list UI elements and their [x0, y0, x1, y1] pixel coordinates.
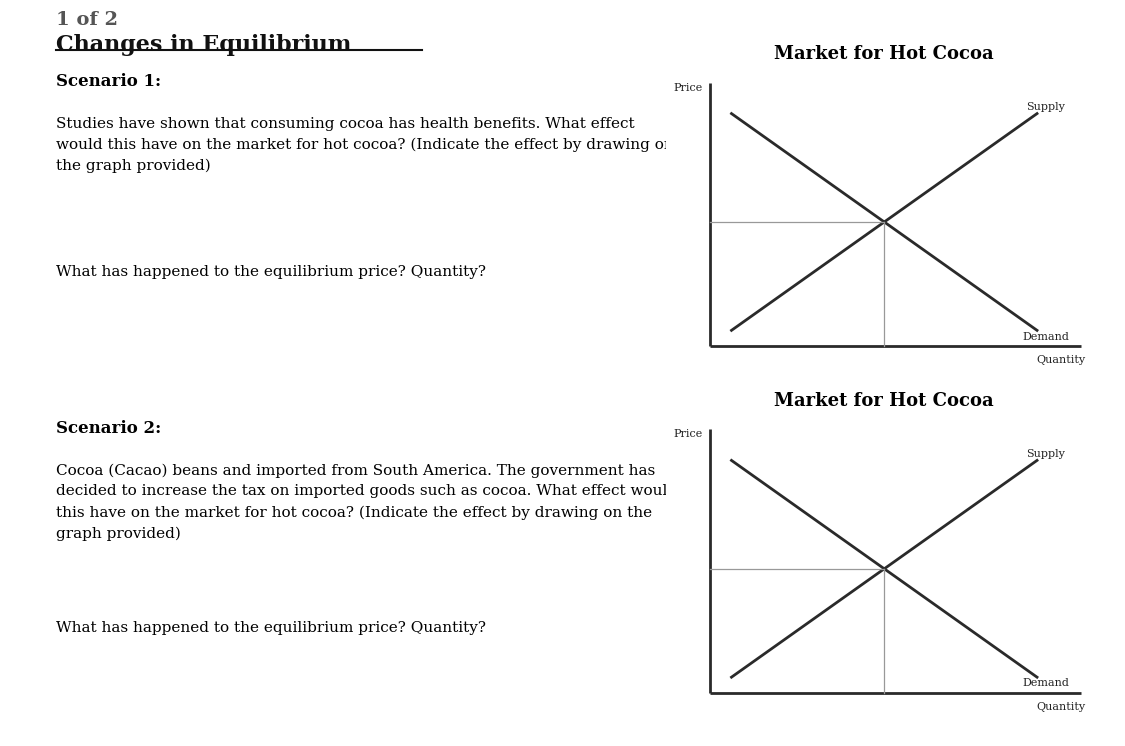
Text: Supply: Supply: [1026, 449, 1065, 460]
Text: Demand: Demand: [1023, 678, 1069, 689]
Text: Cocoa (Cacao) beans and imported from South America. The government has
decided : Cocoa (Cacao) beans and imported from So…: [56, 463, 677, 541]
Text: 1 of 2: 1 of 2: [56, 11, 118, 29]
Text: Price: Price: [674, 430, 703, 439]
Title: Market for Hot Cocoa: Market for Hot Cocoa: [774, 45, 994, 63]
Text: Supply: Supply: [1026, 102, 1065, 113]
Text: Scenario 2:: Scenario 2:: [56, 420, 162, 437]
Text: What has happened to the equilibrium price? Quantity?: What has happened to the equilibrium pri…: [56, 621, 486, 636]
Text: Scenario 1:: Scenario 1:: [56, 73, 161, 90]
Text: What has happened to the equilibrium price? Quantity?: What has happened to the equilibrium pri…: [56, 266, 486, 279]
Text: Quantity: Quantity: [1036, 355, 1084, 365]
Text: Demand: Demand: [1023, 331, 1069, 342]
Title: Market for Hot Cocoa: Market for Hot Cocoa: [774, 392, 994, 410]
Text: Changes in Equilibrium: Changes in Equilibrium: [56, 34, 352, 55]
Text: Price: Price: [674, 83, 703, 93]
Text: Quantity: Quantity: [1036, 701, 1084, 712]
Text: Studies have shown that consuming cocoa has health benefits. What effect
would t: Studies have shown that consuming cocoa …: [56, 116, 674, 173]
